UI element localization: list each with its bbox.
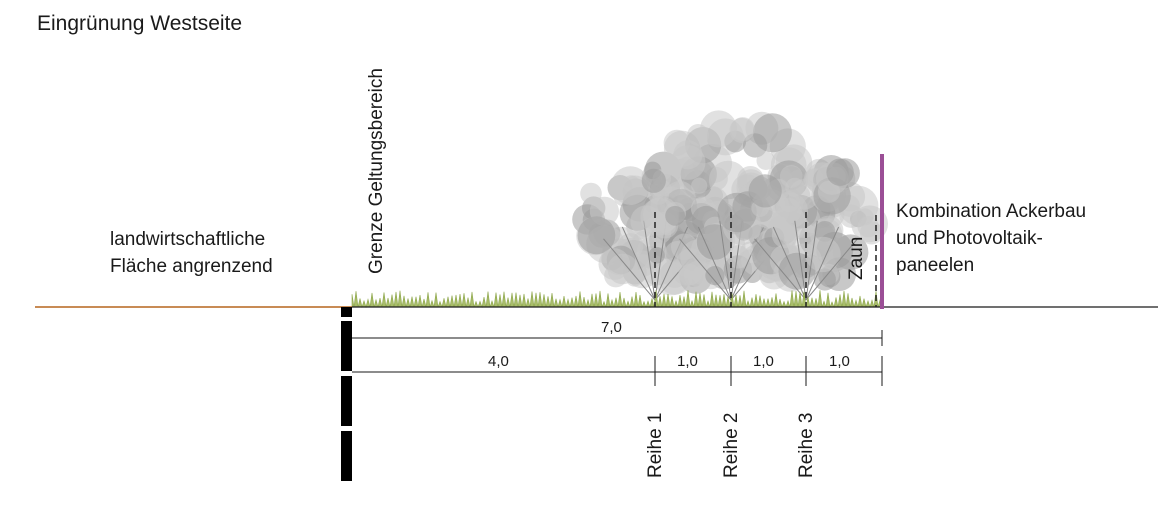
tree-canopies — [572, 110, 888, 301]
dimension-total: 7,0 — [601, 319, 622, 336]
boundary-bar — [341, 307, 352, 481]
dimension-segment-3: 1,0 — [753, 353, 774, 370]
row-3-label: Reihe 3 — [796, 412, 817, 479]
left-area-note: landwirtschaftliche Fläche angrenzend — [110, 226, 273, 280]
dimension-segment-2: 1,0 — [677, 353, 698, 370]
left-note-line-1: landwirtschaftliche — [110, 229, 266, 250]
right-note-line-1: Kombination Ackerbau — [896, 201, 1087, 222]
right-note-line-2: und Photovoltaik- — [896, 228, 1043, 249]
tree-row-3-icon — [717, 155, 888, 301]
dimension-segment-1: 4,0 — [488, 353, 509, 370]
row-1-label: Reihe 1 — [645, 412, 666, 479]
dimension-lines — [352, 330, 883, 386]
dimension-segment-4: 1,0 — [829, 353, 850, 370]
boundary-label: Grenze Geltungsbereich — [366, 68, 387, 274]
row-2-label: Reihe 2 — [721, 412, 742, 479]
right-note-line-3: paneelen — [896, 255, 975, 276]
right-area-note: Kombination Ackerbau und Photovoltaik- p… — [896, 198, 1086, 279]
fence-label: Zaun — [846, 236, 867, 280]
left-note-line-2: Fläche angrenzend — [110, 256, 273, 277]
diagram-title: Eingrünung Westseite — [37, 12, 243, 35]
